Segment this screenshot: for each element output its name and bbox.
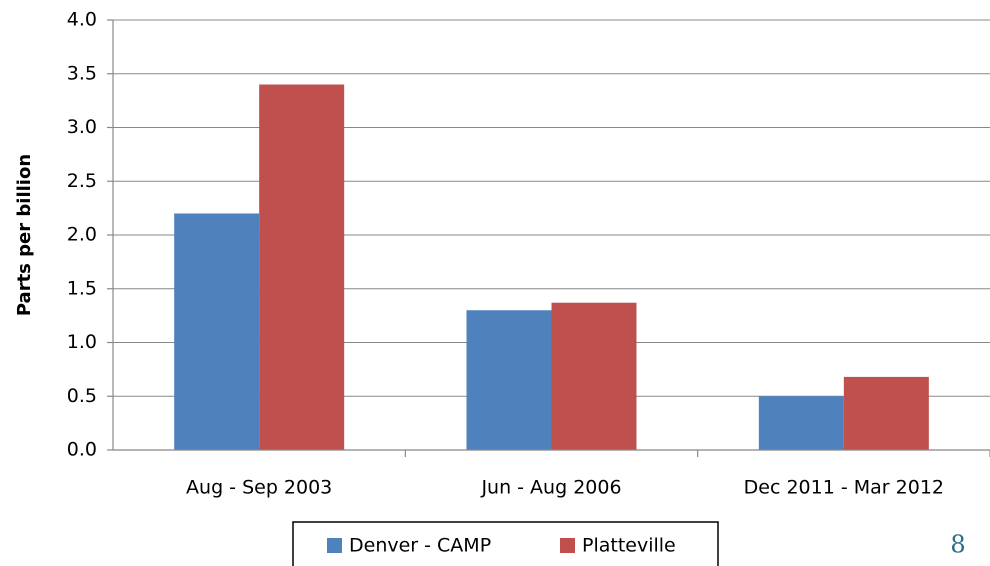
bar — [843, 376, 929, 450]
y-tick-label: 3.5 — [67, 62, 97, 84]
bar — [466, 310, 552, 450]
y-tick-label: 3.0 — [67, 116, 97, 138]
x-tick-label: Aug - Sep 2003 — [186, 477, 332, 499]
x-tick-label: Jun - Aug 2006 — [480, 477, 621, 499]
page-number: 8 — [950, 531, 965, 559]
legend-label: Denver - CAMP — [349, 535, 491, 557]
y-tick-label: 0.0 — [67, 439, 97, 461]
y-tick-label: 4.0 — [67, 9, 97, 31]
bar — [174, 213, 260, 450]
x-tick-label: Dec 2011 - Mar 2012 — [744, 477, 944, 499]
y-tick-label: 1.5 — [67, 277, 97, 299]
legend-label: Platteville — [582, 535, 676, 557]
legend-swatch — [327, 538, 342, 553]
legend-box — [292, 521, 719, 566]
bar — [259, 84, 345, 450]
y-axis-label: Parts per billion — [14, 154, 35, 316]
bar — [551, 302, 637, 450]
y-tick-label: 2.5 — [67, 170, 97, 192]
legend-swatch — [560, 538, 575, 553]
y-tick-label: 0.5 — [67, 385, 97, 407]
bar — [758, 396, 844, 450]
y-tick-label: 2.0 — [67, 224, 97, 246]
y-tick-label: 1.0 — [67, 331, 97, 353]
